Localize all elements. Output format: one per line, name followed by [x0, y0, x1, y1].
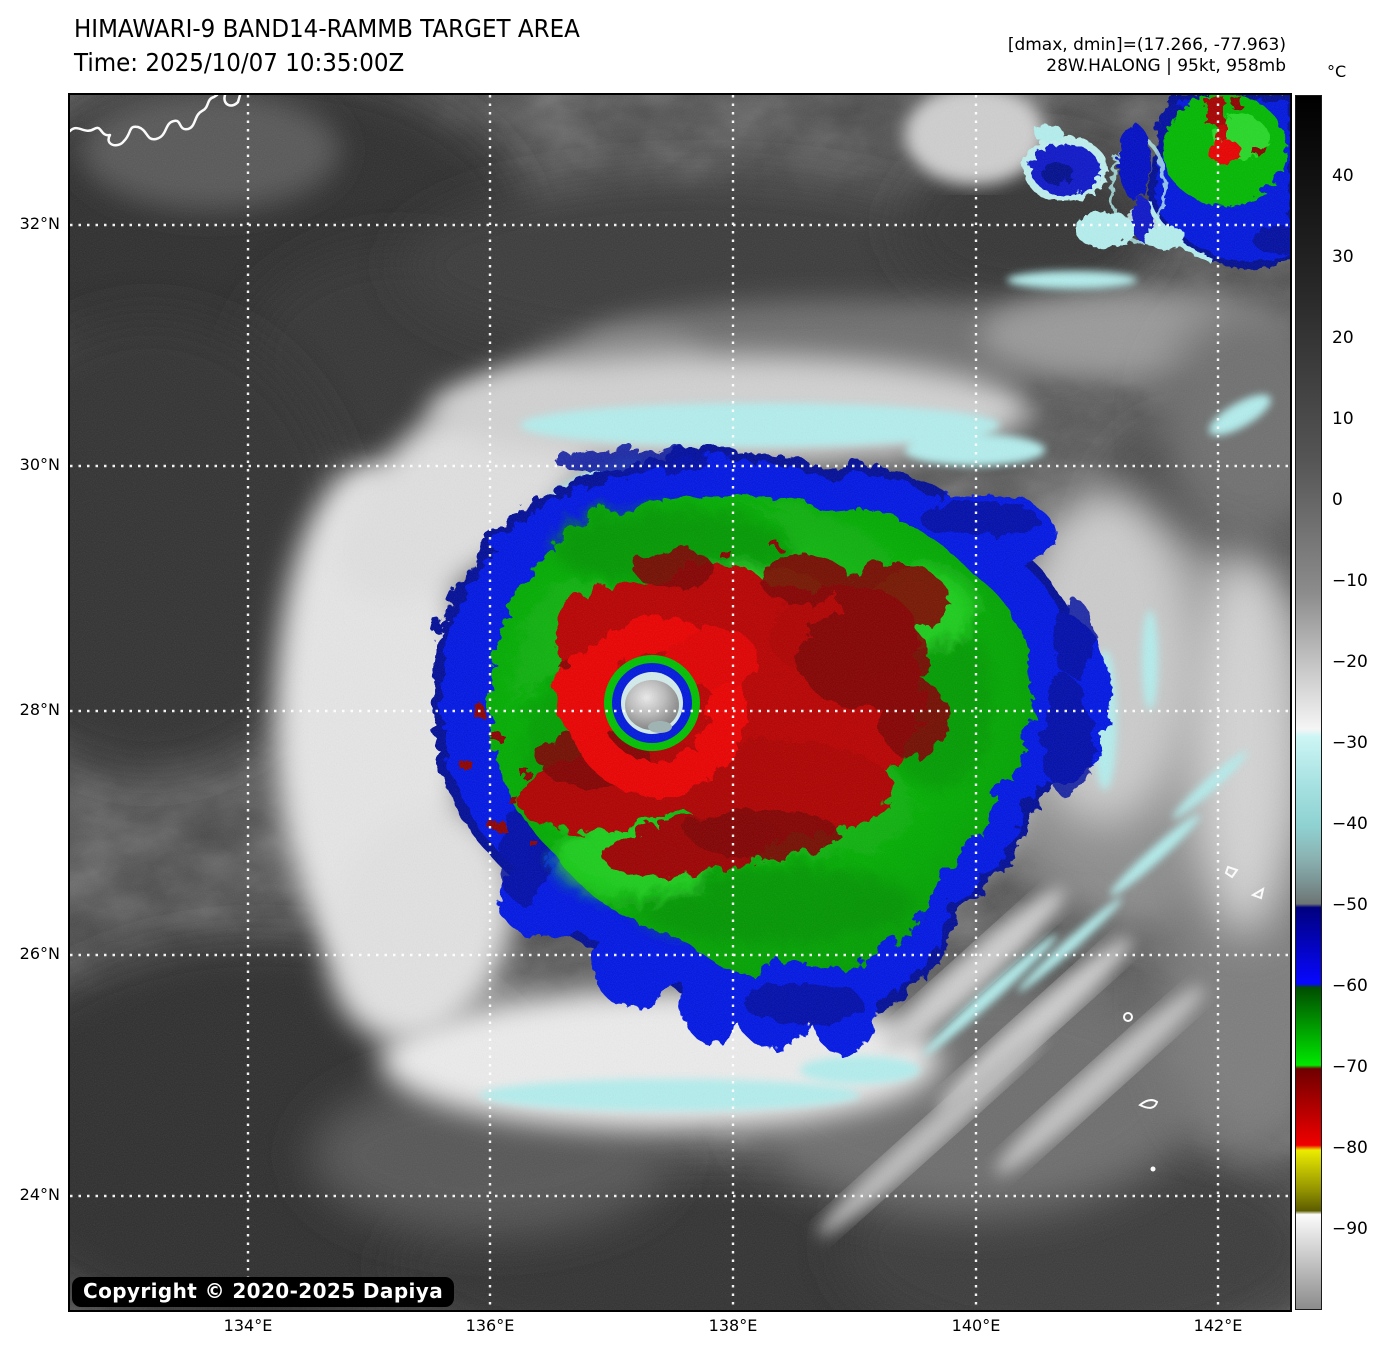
page-title: HIMAWARI-9 BAND14-RAMMB TARGET AREA	[74, 14, 580, 43]
colorbar-tick-30: 30	[1332, 247, 1354, 267]
lat-label-26n: 26°N	[19, 944, 60, 963]
lat-label-30n: 30°N	[19, 455, 60, 474]
gridlines	[70, 95, 1290, 1310]
colorbar	[1295, 95, 1322, 1310]
lon-label-142e: 142°E	[1193, 1316, 1243, 1335]
colorbar-tick-n60: −60	[1332, 976, 1368, 996]
colorbar-tick-n20: −20	[1332, 652, 1368, 672]
colorbar-tick-n90: −90	[1332, 1219, 1368, 1239]
lon-label-134e: 134°E	[223, 1316, 273, 1335]
colorbar-tick-n10: −10	[1332, 571, 1368, 591]
time-label: Time: 2025/10/07 10:35:00Z	[74, 48, 405, 77]
lat-label-32n: 32°N	[19, 214, 60, 233]
colorbar-tick-40: 40	[1332, 166, 1354, 186]
lon-label-136e: 136°E	[465, 1316, 515, 1335]
info-block: [dmax, dmin]=(17.266, -77.963) 28W.HALON…	[1008, 35, 1286, 77]
lat-label-24n: 24°N	[19, 1185, 60, 1204]
lat-label-28n: 28°N	[19, 700, 60, 719]
map-frame: Copyright © 2020-2025 Dapiya	[68, 93, 1292, 1312]
colorbar-unit-label: °C	[1327, 62, 1347, 81]
storm-info-label: 28W.HALONG | 95kt, 958mb	[1046, 56, 1286, 76]
lon-label-140e: 140°E	[951, 1316, 1001, 1335]
colorbar-tick-0: 0	[1332, 490, 1343, 510]
title-block: HIMAWARI-9 BAND14-RAMMB TARGET AREA Time…	[74, 12, 580, 80]
colorbar-tick-20: 20	[1332, 328, 1354, 348]
colorbar-tick-10: 10	[1332, 409, 1354, 429]
satellite-image	[70, 95, 1290, 1310]
dmax-dmin-label: [dmax, dmin]=(17.266, -77.963)	[1007, 35, 1286, 55]
colorbar-tick-n40: −40	[1332, 814, 1368, 834]
copyright-badge: Copyright © 2020-2025 Dapiya	[72, 1277, 455, 1307]
colorbar-tick-n50: −50	[1332, 895, 1368, 915]
colorbar-tick-n30: −30	[1332, 733, 1368, 753]
colorbar-tick-n80: −80	[1332, 1138, 1368, 1158]
colorbar-tick-n70: −70	[1332, 1057, 1368, 1077]
lon-label-138e: 138°E	[708, 1316, 758, 1335]
